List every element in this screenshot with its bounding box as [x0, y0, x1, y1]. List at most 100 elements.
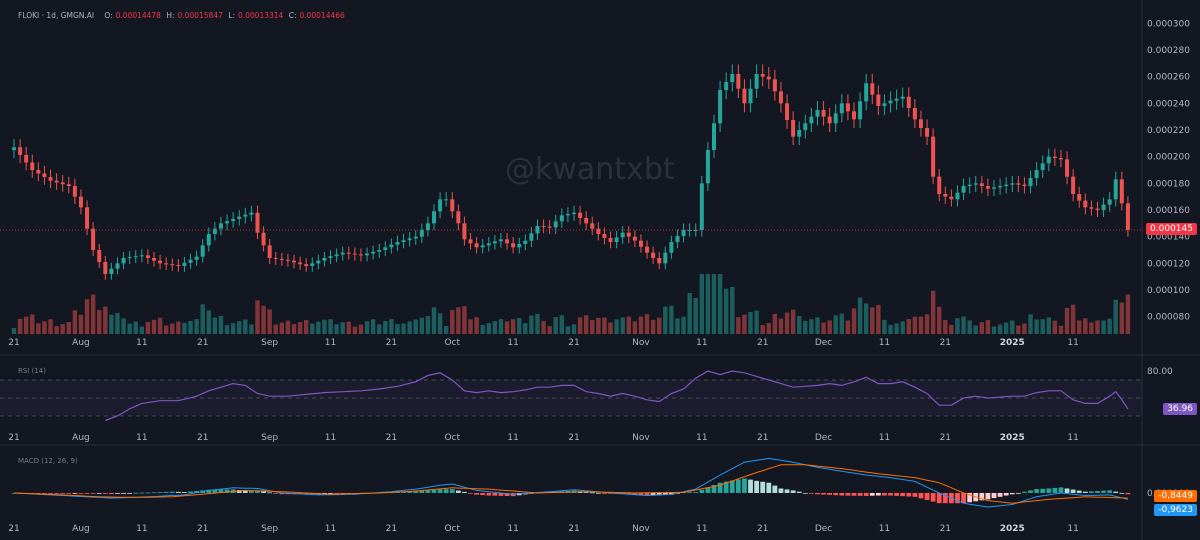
candle-body — [407, 238, 412, 241]
time-axis-label: 11 — [136, 433, 147, 443]
macd-histogram-bar — [1082, 491, 1088, 493]
volume-bar — [157, 317, 163, 334]
macd-histogram-bar — [334, 492, 340, 494]
volume-bar — [669, 305, 674, 334]
candle-body — [121, 258, 126, 264]
volume-bar — [486, 323, 491, 334]
candle-body — [973, 183, 978, 185]
macd-histogram-bar — [918, 492, 924, 499]
volume-bar — [66, 322, 71, 334]
volume-bar — [492, 321, 498, 334]
volume-bar — [614, 319, 619, 334]
volume-bar — [328, 319, 333, 334]
candle-body — [413, 236, 418, 239]
volume-bar — [821, 322, 826, 334]
price-tick-label: 0.000080 — [1147, 313, 1190, 323]
time-axis-label: 11 — [507, 338, 518, 348]
macd-histogram-bar — [1076, 490, 1082, 493]
macd-histogram-bar — [790, 490, 796, 493]
candle-body — [712, 123, 716, 150]
volume-bar — [930, 290, 936, 334]
time-axis-label: 11 — [507, 524, 518, 534]
macd-histogram-bar — [42, 492, 47, 494]
candle-body — [72, 186, 77, 197]
volume-bar — [547, 326, 552, 334]
macd-histogram-bar — [340, 492, 346, 494]
volume-bar — [778, 318, 784, 334]
volume-bar — [1125, 294, 1131, 334]
macd-histogram-bar — [72, 492, 78, 494]
volume-bar — [182, 322, 187, 334]
volume-bar — [638, 316, 644, 334]
volume-bar — [803, 321, 808, 334]
volume-bar — [243, 319, 248, 334]
macd-histogram-bar — [778, 488, 784, 493]
volume-bar — [200, 304, 205, 334]
candle-body — [152, 258, 156, 261]
macd-histogram-bar — [638, 492, 644, 496]
candle-body — [24, 154, 29, 163]
macd-histogram-bar — [985, 492, 991, 500]
candle-body — [158, 260, 163, 264]
candle-body — [48, 177, 53, 181]
candle-body — [888, 100, 893, 104]
volume-bar — [48, 319, 53, 334]
candle-body — [669, 242, 674, 253]
macd-histogram-bar — [772, 485, 778, 493]
candle-body — [389, 244, 394, 248]
macd-histogram-bar — [1034, 489, 1040, 493]
volume-bar — [218, 315, 224, 334]
macd-histogram-bar — [589, 492, 595, 494]
candle-body — [377, 250, 382, 252]
macd-histogram-bar — [729, 480, 735, 493]
volume-bar — [833, 315, 838, 334]
macd-histogram-bar — [930, 492, 936, 502]
macd-histogram-bar — [821, 492, 826, 495]
volume-bar — [1089, 322, 1094, 334]
volume-bar — [529, 315, 534, 334]
candle-body — [748, 88, 753, 104]
volume-bar — [1040, 319, 1045, 334]
volume-bar — [437, 313, 443, 334]
volume-bar — [839, 313, 845, 334]
volume-bar — [1058, 325, 1064, 334]
time-axis-label: 11 — [325, 524, 336, 534]
candle-body — [292, 260, 296, 263]
volume-bar — [97, 310, 102, 334]
macd-histogram-bar — [431, 489, 437, 493]
time-axis-label: Oct — [444, 338, 460, 348]
volume-bar — [620, 317, 625, 334]
volume-bar — [657, 317, 662, 334]
macd-histogram-bar — [102, 492, 108, 494]
macd-histogram-bar — [1064, 488, 1070, 493]
volume-bar — [109, 314, 114, 334]
rsi-line — [105, 370, 1129, 422]
volume-bar — [583, 315, 589, 334]
time-axis-label: 21 — [940, 338, 951, 348]
volume-bar — [36, 323, 41, 334]
macd-histogram-bar — [869, 492, 875, 496]
price-tick-label: 0.000220 — [1147, 126, 1190, 136]
volume-bar — [1083, 318, 1088, 334]
macd-histogram-bar — [60, 492, 66, 494]
candle-body — [584, 218, 589, 224]
macd-histogram-bar — [449, 489, 455, 493]
time-axis-label: Sep — [261, 433, 278, 443]
macd-histogram-bar — [967, 492, 973, 503]
macd-histogram-bar — [35, 492, 41, 494]
volume-bar — [711, 274, 717, 334]
low-label: L: — [228, 11, 235, 20]
candle-body — [839, 103, 844, 114]
open-label: O: — [104, 11, 113, 20]
time-axis-label: 21 — [568, 433, 579, 443]
volume-bar — [170, 323, 175, 334]
volume-bar — [1052, 320, 1058, 334]
candle-body — [645, 246, 650, 253]
candle-body — [931, 136, 936, 177]
candle-body — [139, 255, 144, 257]
macd-histogram-bar — [121, 492, 126, 494]
macd-histogram-bar — [979, 492, 985, 501]
candle-body — [742, 88, 747, 104]
time-axis-label: 21 — [8, 524, 19, 534]
